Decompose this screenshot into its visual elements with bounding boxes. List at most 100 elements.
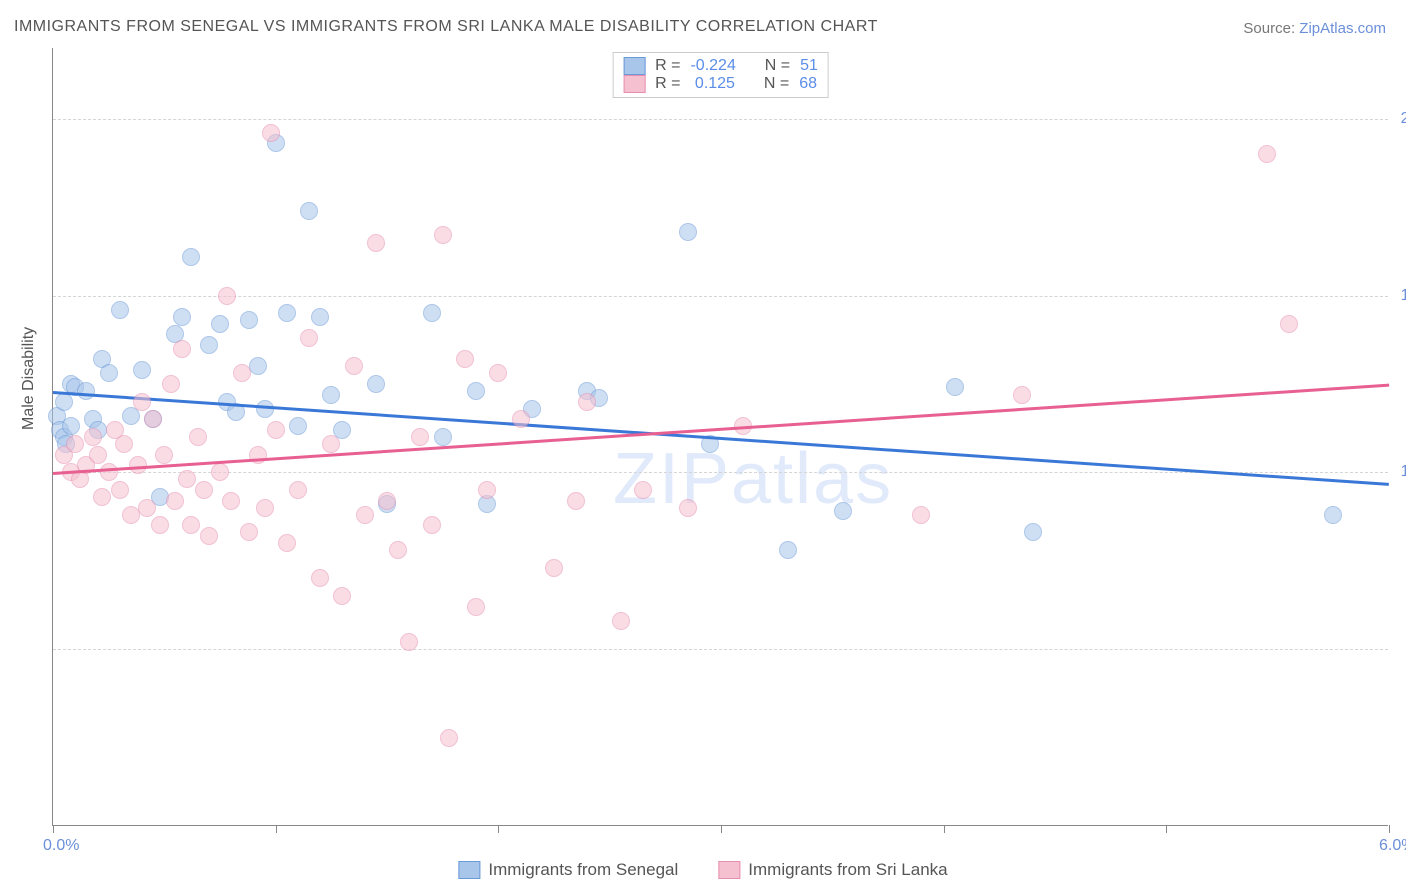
data-point <box>478 481 496 499</box>
trend-line <box>53 391 1389 485</box>
chart-title: IMMIGRANTS FROM SENEGAL VS IMMIGRANTS FR… <box>14 18 878 36</box>
x-tick <box>721 825 722 833</box>
x-tick-label: 6.0% <box>1379 837 1406 855</box>
series-name-senegal: Immigrants from Senegal <box>488 860 678 880</box>
swatch-srilanka <box>718 861 740 879</box>
data-point <box>634 481 652 499</box>
n-value-senegal: 51 <box>800 57 818 75</box>
data-point <box>1324 506 1342 524</box>
r-value-senegal: -0.224 <box>690 57 735 75</box>
swatch-srilanka <box>623 75 645 93</box>
data-point <box>211 463 229 481</box>
x-tick <box>944 825 945 833</box>
data-point <box>456 350 474 368</box>
plot-area: ZIPatlas R = -0.224 N = 51 R = 0.125 N =… <box>52 48 1388 826</box>
data-point <box>311 308 329 326</box>
gridline <box>53 119 1388 120</box>
data-point <box>262 124 280 142</box>
data-point <box>367 234 385 252</box>
data-point <box>240 523 258 541</box>
data-point <box>467 382 485 400</box>
n-value-srilanka: 68 <box>799 75 817 93</box>
data-point <box>233 364 251 382</box>
data-point <box>256 499 274 517</box>
data-point <box>189 428 207 446</box>
data-point <box>612 612 630 630</box>
data-point <box>423 304 441 322</box>
data-point <box>267 421 285 439</box>
data-point <box>311 569 329 587</box>
data-point <box>173 340 191 358</box>
swatch-senegal <box>623 57 645 75</box>
series-name-srilanka: Immigrants from Sri Lanka <box>748 860 947 880</box>
data-point <box>289 481 307 499</box>
data-point <box>679 499 697 517</box>
data-point <box>1280 315 1298 333</box>
data-point <box>133 393 151 411</box>
data-point <box>256 400 274 418</box>
data-point <box>166 492 184 510</box>
data-point <box>195 481 213 499</box>
data-point <box>489 364 507 382</box>
data-point <box>367 375 385 393</box>
data-point <box>512 410 530 428</box>
data-point <box>200 527 218 545</box>
data-point <box>222 492 240 510</box>
trend-line <box>53 384 1389 475</box>
data-point <box>345 357 363 375</box>
data-point <box>162 375 180 393</box>
data-point <box>155 446 173 464</box>
data-point <box>545 559 563 577</box>
x-tick <box>498 825 499 833</box>
data-point <box>77 382 95 400</box>
data-point <box>423 516 441 534</box>
data-point <box>249 357 267 375</box>
data-point <box>84 428 102 446</box>
data-point <box>240 311 258 329</box>
data-point <box>1258 145 1276 163</box>
data-point <box>211 315 229 333</box>
series-legend: Immigrants from Senegal Immigrants from … <box>458 860 947 880</box>
r-value-srilanka: 0.125 <box>690 75 734 93</box>
data-point <box>133 361 151 379</box>
data-point <box>93 488 111 506</box>
data-point <box>356 506 374 524</box>
data-point <box>218 287 236 305</box>
data-point <box>144 410 162 428</box>
y-axis-label: Male Disability <box>20 327 38 430</box>
r-label: R = <box>655 57 680 75</box>
gridline <box>53 649 1388 650</box>
data-point <box>834 502 852 520</box>
y-tick-label: 15.0% <box>1401 287 1406 305</box>
data-point <box>946 378 964 396</box>
data-point <box>300 329 318 347</box>
source-attribution: Source: ZipAtlas.com <box>1243 20 1386 37</box>
data-point <box>278 534 296 552</box>
gridline <box>53 472 1388 473</box>
data-point <box>62 417 80 435</box>
data-point <box>912 506 930 524</box>
data-point <box>400 633 418 651</box>
data-point <box>111 481 129 499</box>
legend-row-senegal: R = -0.224 N = 51 <box>623 57 818 75</box>
n-label: N = <box>764 75 789 93</box>
data-point <box>389 541 407 559</box>
data-point <box>100 364 118 382</box>
data-point <box>66 435 84 453</box>
data-point <box>578 393 596 411</box>
data-point <box>138 499 156 517</box>
n-label: N = <box>765 57 790 75</box>
data-point <box>467 598 485 616</box>
x-tick <box>1389 825 1390 833</box>
data-point <box>178 470 196 488</box>
data-point <box>434 226 452 244</box>
legend-row-srilanka: R = 0.125 N = 68 <box>623 75 818 93</box>
y-tick-label: 10.0% <box>1401 463 1406 481</box>
data-point <box>779 541 797 559</box>
data-point <box>1024 523 1042 541</box>
legend-item-srilanka: Immigrants from Sri Lanka <box>718 860 947 880</box>
source-link[interactable]: ZipAtlas.com <box>1299 20 1386 37</box>
data-point <box>182 248 200 266</box>
data-point <box>100 463 118 481</box>
data-point <box>200 336 218 354</box>
